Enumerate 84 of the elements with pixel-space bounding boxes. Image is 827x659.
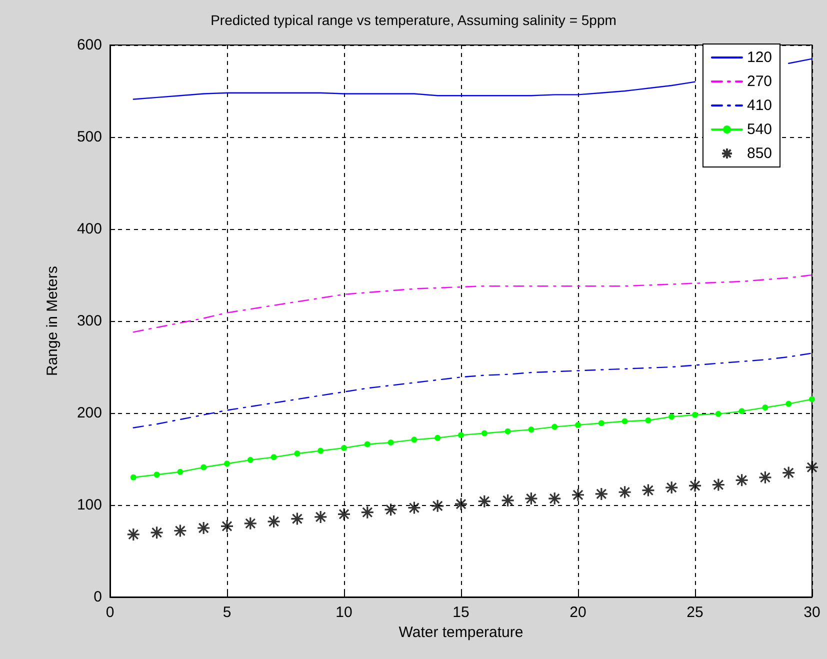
point	[337, 507, 351, 521]
y-tick-label: 200	[76, 404, 102, 422]
point	[247, 456, 254, 463]
point	[548, 492, 562, 506]
point	[575, 422, 581, 428]
point	[738, 408, 745, 414]
point	[384, 502, 398, 516]
point	[244, 516, 258, 530]
point	[454, 497, 468, 511]
y-tick-label: 300	[76, 312, 102, 330]
point	[200, 464, 207, 470]
point	[196, 521, 210, 535]
y-tick-label: 0	[94, 588, 102, 606]
y-tick-label: 600	[76, 36, 102, 54]
point	[504, 428, 511, 434]
y-tick-label: 100	[76, 496, 102, 514]
x-tick-label: 5	[222, 604, 232, 621]
point	[458, 432, 464, 438]
point	[407, 500, 421, 515]
line-series	[132, 352, 813, 428]
legend-label: 270	[746, 73, 772, 90]
point	[126, 528, 140, 542]
point	[735, 473, 749, 487]
point	[411, 436, 418, 443]
chart-title: Predicted typical range vs temperature, Assuming salinity = 5ppm	[210, 12, 616, 28]
point	[220, 519, 234, 533]
point	[267, 514, 281, 528]
point	[314, 510, 328, 524]
x-tick-label: 25	[686, 604, 704, 621]
point	[598, 420, 604, 426]
point	[528, 426, 534, 433]
point	[224, 460, 230, 467]
point	[177, 468, 184, 475]
point	[668, 414, 675, 420]
point	[150, 526, 164, 540]
point	[762, 404, 768, 410]
point	[782, 466, 796, 480]
point	[270, 454, 277, 460]
point	[478, 494, 492, 508]
point	[154, 472, 160, 478]
legend-label: 410	[746, 97, 772, 114]
point	[341, 444, 347, 451]
y-tick-label: 500	[76, 128, 102, 146]
x-tick-label: 30	[804, 604, 820, 621]
x-tick-label: 20	[570, 604, 586, 621]
point	[571, 488, 585, 502]
point	[290, 512, 304, 526]
legend-label: 540	[746, 121, 772, 138]
point	[664, 480, 678, 494]
x-tick-label: 15	[452, 604, 470, 621]
point	[430, 499, 444, 513]
x-tick-label: 10	[336, 604, 352, 621]
x-axis-title: Water temperature	[398, 624, 524, 641]
point	[173, 524, 187, 538]
point	[364, 441, 370, 448]
point	[130, 474, 136, 480]
point	[501, 494, 515, 508]
point	[712, 478, 726, 492]
point	[524, 492, 538, 506]
legend-label: 850	[746, 145, 772, 162]
x-tick-label: 0	[106, 604, 114, 621]
point	[715, 410, 722, 417]
point	[294, 450, 300, 456]
point	[809, 396, 815, 402]
point	[645, 417, 652, 424]
point	[786, 400, 792, 407]
point	[622, 418, 628, 424]
point	[688, 478, 702, 492]
point	[641, 483, 655, 498]
point	[388, 439, 394, 446]
legend-label: 120	[746, 49, 772, 66]
line-series	[132, 274, 813, 333]
point	[434, 434, 441, 441]
point	[481, 430, 488, 436]
point	[594, 487, 608, 501]
point	[618, 485, 632, 499]
point	[318, 448, 324, 454]
point	[360, 506, 374, 520]
y-tick-label: 400	[76, 220, 102, 238]
y-axis-title: Range in Meters	[44, 266, 61, 376]
point	[805, 460, 819, 474]
point	[758, 470, 772, 484]
point	[692, 412, 698, 418]
point	[552, 424, 558, 430]
